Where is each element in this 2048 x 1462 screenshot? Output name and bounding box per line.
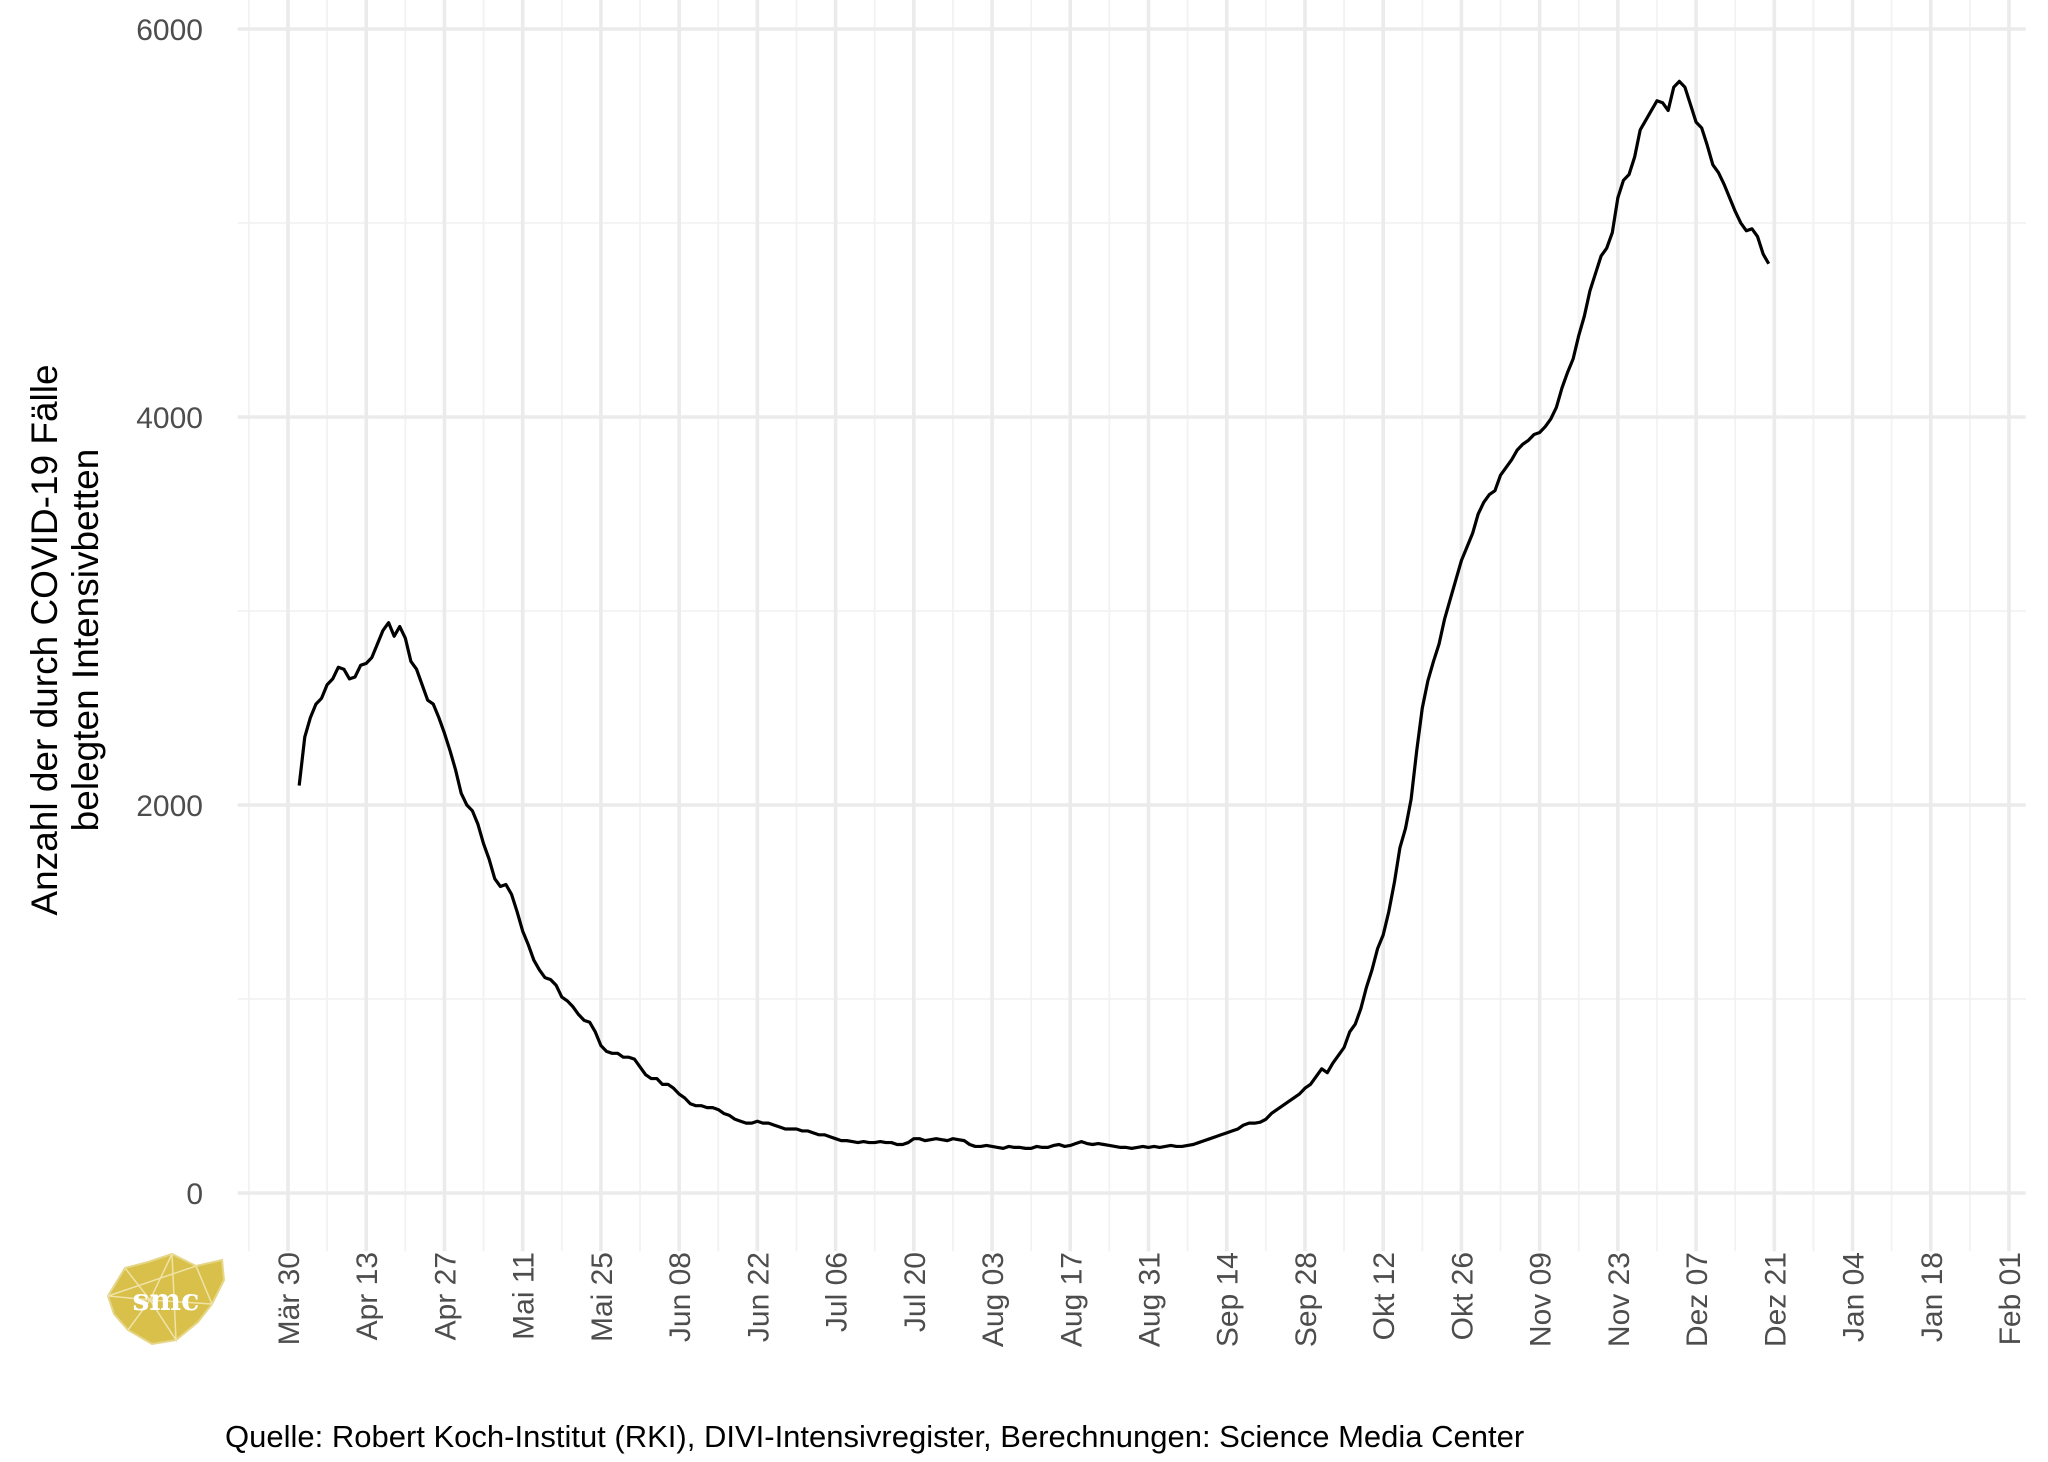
y-tick-label: 2000 xyxy=(136,790,203,823)
x-tick-label: Apr 13 xyxy=(351,1252,384,1340)
x-tick-label: Jun 22 xyxy=(742,1252,775,1342)
series-line xyxy=(297,79,1771,1150)
smc-logo: smc xyxy=(106,1252,226,1346)
y-tick-label: 0 xyxy=(186,1178,203,1211)
minor-gridlines-x xyxy=(247,0,1971,1252)
x-tick-label: Jul 20 xyxy=(899,1252,932,1332)
y-axis-tick-labels: 0 2000 4000 6000 xyxy=(136,14,203,1211)
source-caption: Quelle: Robert Koch-Institut (RKI), DIVI… xyxy=(225,1419,1524,1454)
minor-gridlines-y xyxy=(237,222,2026,1000)
x-tick-label: Aug 31 xyxy=(1134,1252,1167,1347)
smc-logo-facets xyxy=(107,1253,214,1343)
x-tick-label: Okt 12 xyxy=(1368,1252,1401,1340)
y-tick-label: 4000 xyxy=(136,402,203,435)
y-axis-title-line-2: belegten Intensivbetten xyxy=(65,449,106,832)
x-tick-label: Mai 11 xyxy=(508,1252,541,1340)
x-tick-label: Jul 06 xyxy=(821,1252,854,1332)
y-axis-title-line-1: Anzahl der durch COVID-19 Fälle xyxy=(24,364,65,915)
x-tick-label: Nov 23 xyxy=(1603,1252,1636,1347)
x-axis-tick-labels: Mär 30 Apr 13 Apr 27 Mai 11 Mai 25 Jun 08 Jun … xyxy=(273,1252,2027,1347)
x-tick-label: Jan 18 xyxy=(1916,1252,1949,1342)
x-tick-label: Jan 04 xyxy=(1838,1252,1871,1342)
x-tick-label: Sep 28 xyxy=(1290,1252,1323,1347)
x-tick-label: Feb 01 xyxy=(1994,1252,2027,1345)
smc-logo-shape xyxy=(106,1252,226,1346)
smc-logo-text: smc xyxy=(133,1283,200,1318)
x-tick-label: Dez 07 xyxy=(1681,1252,1714,1347)
x-tick-label: Apr 27 xyxy=(429,1252,462,1340)
x-tick-label: Aug 03 xyxy=(977,1252,1010,1347)
x-tick-label: Aug 17 xyxy=(1055,1252,1088,1347)
x-tick-label: Nov 09 xyxy=(1525,1252,1558,1347)
x-tick-label: Mai 25 xyxy=(586,1252,619,1342)
x-tick-label: Dez 21 xyxy=(1759,1252,1792,1347)
major-gridlines-x xyxy=(286,0,2011,1252)
major-gridlines-y xyxy=(237,27,2026,1195)
x-tick-label: Jun 08 xyxy=(664,1252,697,1342)
x-tick-label: Sep 14 xyxy=(1212,1252,1245,1347)
y-tick-label: 6000 xyxy=(136,14,203,47)
x-tick-label: Okt 26 xyxy=(1446,1252,1479,1340)
x-tick-label: Mär 30 xyxy=(273,1252,306,1345)
